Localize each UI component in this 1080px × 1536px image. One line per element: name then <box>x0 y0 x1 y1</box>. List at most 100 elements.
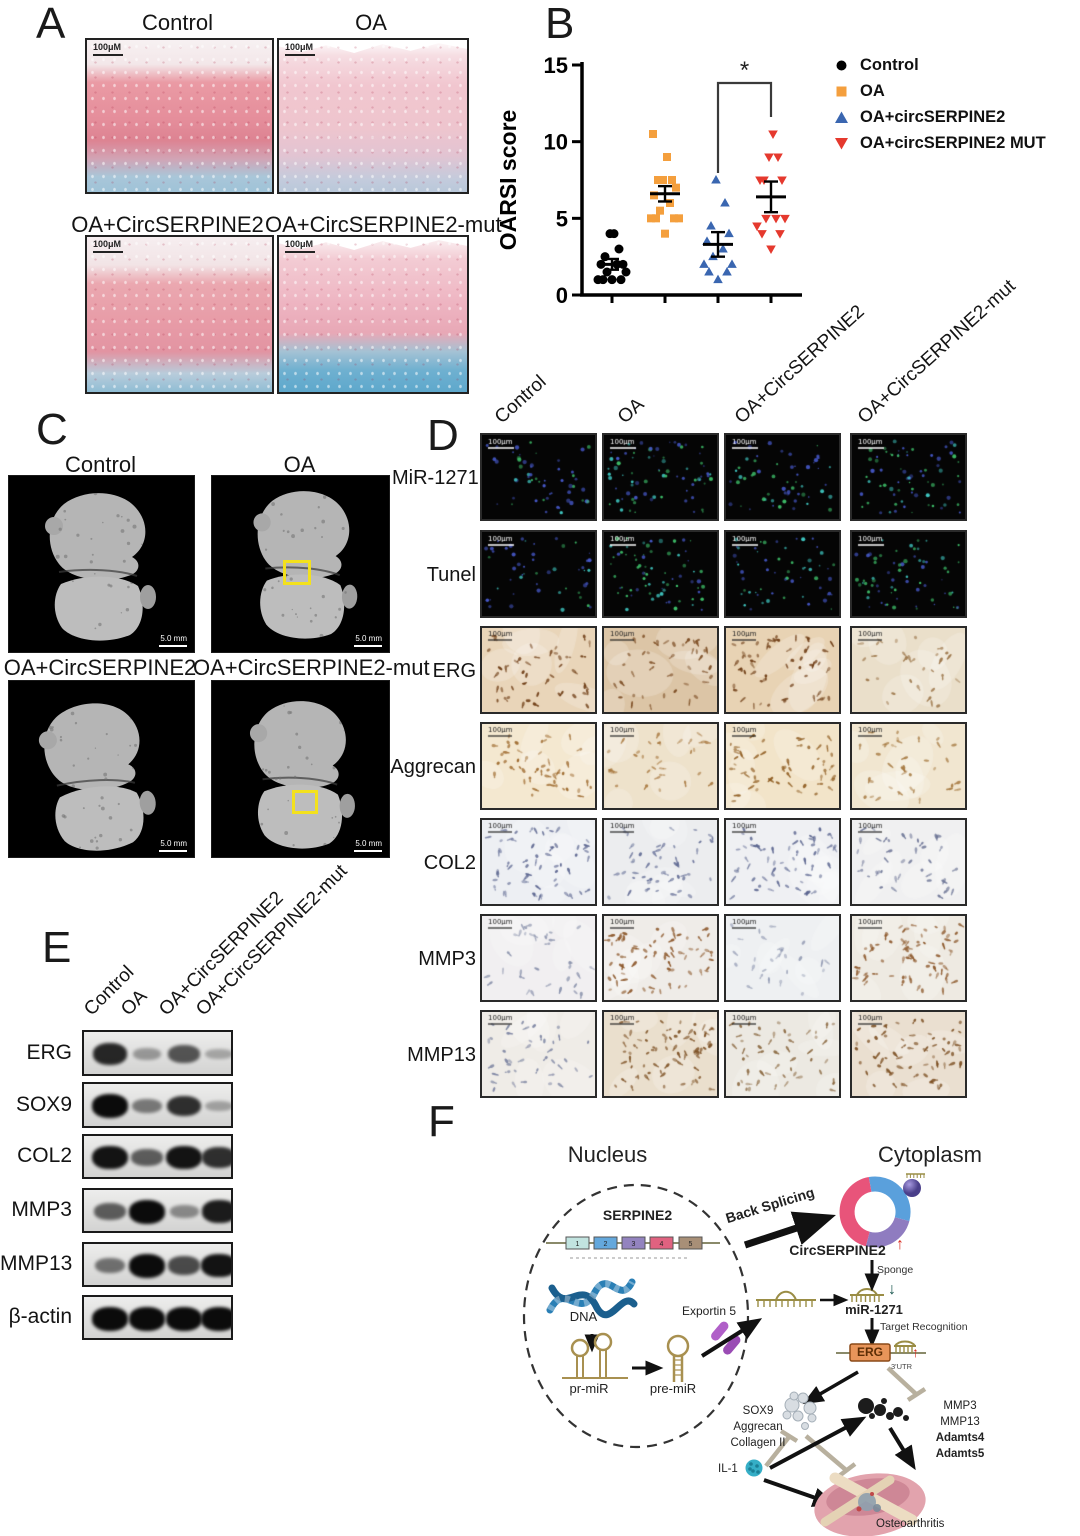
anabolic-factors-labels: SOX9 Aggrecan Collagen II <box>716 1403 800 1451</box>
data-point <box>771 214 781 224</box>
panel-d-row-erg: ERG <box>432 660 476 682</box>
blot-row-sox9: SOX9 <box>15 1093 72 1116</box>
scale-bar: 5.0 mm <box>354 634 382 647</box>
matrix-protein-sphere <box>803 1401 817 1415</box>
panel-d-row-tunel: Tunel <box>426 564 476 586</box>
blot-row-bactin: β-actin <box>8 1305 72 1328</box>
up-arrow-icon: ↑ <box>912 1344 919 1360</box>
mmp13-label: MMP13 <box>940 1416 980 1429</box>
blot-box-SOX9 <box>82 1082 233 1128</box>
protein-band <box>166 1306 202 1331</box>
exportin-label: Exportin 5 <box>682 1304 737 1318</box>
panel-b-label: B <box>545 0 575 48</box>
protein-band <box>167 1095 201 1117</box>
legend-label: OA+circSERPINE2 <box>860 107 1006 126</box>
data-point <box>720 198 730 207</box>
nucleus-envelope <box>522 1183 750 1449</box>
protein-band <box>201 1253 231 1278</box>
histology-image-control: 100μM <box>85 38 274 194</box>
blot-row-col2: COL2 <box>17 1144 72 1167</box>
svg-text:5: 5 <box>556 206 568 231</box>
histology-image-mut: 100μM <box>277 235 469 394</box>
data-point <box>702 236 712 245</box>
exon-box <box>593 1236 618 1250</box>
micrograph-cell-MMP13-OA+CircSERPINE2 <box>724 1010 841 1098</box>
data-point <box>656 206 664 215</box>
protease-blob <box>893 1407 903 1417</box>
nucleus-title: Nucleus <box>567 1142 648 1167</box>
panel-c-title-mut: OA+CircSERPINE2-mut <box>193 655 430 680</box>
micrograph-cell-Aggrecan-OA+CircSERPINE2-mut <box>850 722 967 810</box>
svg-text:15: 15 <box>544 53 568 78</box>
protein-band <box>129 1253 165 1278</box>
data-point <box>675 214 683 223</box>
data-point <box>647 214 655 223</box>
protease-blob <box>858 1398 874 1414</box>
micrograph-cell-Tunel-OA+CircSERPINE2 <box>724 530 841 618</box>
blot-row-erg: ERG <box>26 1041 72 1064</box>
exportin-channel <box>711 1321 729 1341</box>
data-point <box>775 230 785 239</box>
circle-marker-icon <box>836 60 847 70</box>
data-point <box>727 259 737 268</box>
data-point <box>711 175 721 184</box>
svg-text:*: * <box>740 57 749 84</box>
exon-box <box>565 1236 590 1250</box>
protein-band <box>132 1098 162 1114</box>
protein-band <box>202 1147 231 1168</box>
erg-gene-box <box>849 1343 891 1362</box>
data-point <box>764 153 774 162</box>
panel-d-row-mmp3: MMP3 <box>418 948 476 970</box>
collagen2-label: Collagen II <box>730 1437 786 1450</box>
bone-3d-render <box>38 703 157 851</box>
blot-box-ERG <box>82 1030 233 1076</box>
oarsi-scatter-chart: 0 5 10 15 OARSI score * <box>500 53 802 308</box>
protein-band <box>94 1257 126 1274</box>
data-point <box>777 176 787 185</box>
panel-c-title-control: Control <box>65 452 136 477</box>
data-point <box>761 214 771 224</box>
svg-text:1: 1 <box>576 1241 580 1248</box>
micrograph-cell-ERG-OA+CircSERPINE2-mut <box>850 626 967 714</box>
microct-image-oa: 5.0 mm <box>211 475 390 653</box>
data-point <box>757 230 767 239</box>
il1-molecule <box>745 1459 763 1477</box>
chart-legend: Control OA OA+circSERPINE2 OA+circSERPINE2 … <box>834 52 1046 156</box>
scale-bar: 5.0 mm <box>159 839 187 852</box>
panel-a-title-mut: OA+CircSERPINE2-mut <box>265 212 502 237</box>
protein-band <box>92 1306 128 1331</box>
micrograph-cell-MiR-1271-Control <box>480 433 597 521</box>
dna-label: DNA <box>569 1309 598 1324</box>
blot-row-mmp3: MMP3 <box>11 1198 72 1221</box>
data-point <box>649 130 657 138</box>
panel-d-label: D <box>427 411 459 460</box>
matrix-protein-sphere <box>789 1391 799 1401</box>
data-point <box>616 275 626 285</box>
scale-bar: 5.0 mm <box>354 839 382 852</box>
data-point <box>722 267 732 276</box>
micrograph-cell-Tunel-OA+CircSERPINE2-mut <box>850 530 967 618</box>
bone-3d-render <box>45 493 156 641</box>
pre-mir-label: pre-miR <box>649 1381 697 1396</box>
micrograph-cell-ERG-Control <box>480 626 597 714</box>
scale-bar: 100μM <box>285 239 315 253</box>
micrograph-cell-ERG-OA <box>602 626 719 714</box>
data-point <box>652 214 660 223</box>
legend-item: OA+circSERPINE2 <box>834 104 1046 130</box>
blot-row-mmp13: MMP13 <box>0 1252 73 1275</box>
protein-band <box>129 1306 165 1331</box>
data-point <box>768 130 778 139</box>
protease-blob <box>869 1413 875 1419</box>
il1-label: IL-1 <box>718 1463 738 1475</box>
panel-f-label: F <box>428 1097 455 1146</box>
protein-band <box>92 1094 128 1118</box>
data-point <box>650 191 658 200</box>
data-point <box>724 228 734 238</box>
micrograph-cell-Tunel-Control <box>480 530 597 618</box>
micrograph-cell-COL2-OA+CircSERPINE2-mut <box>850 818 967 906</box>
micrograph-cell-MMP3-OA <box>602 914 719 1002</box>
legend-item: OA+circSERPINE2 MUT <box>834 130 1046 156</box>
svg-text:OARSI score: OARSI score <box>500 110 521 251</box>
gene-label: SERPINE2 <box>602 1207 673 1223</box>
bone-3d-render <box>253 489 358 639</box>
